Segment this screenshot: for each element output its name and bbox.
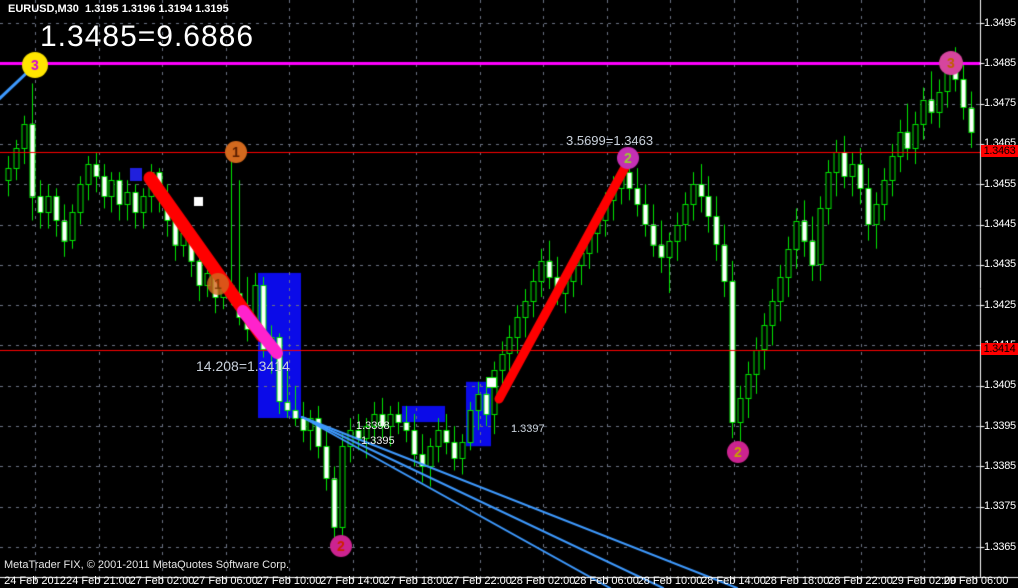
time-axis-label: 28 Feb 06:00 — [574, 575, 639, 587]
time-axis-label: 29 Feb 06:00 — [943, 575, 1009, 587]
time-axis-label: 27 Feb 10:00 — [256, 575, 322, 587]
price-axis-label: 1.3405 — [984, 379, 1016, 392]
price-axis-label: 1.3365 — [984, 540, 1016, 553]
time-axis-label: 27 Feb 18:00 — [383, 575, 449, 587]
time-axis-label: 28 Feb 18:00 — [764, 575, 830, 587]
time-axis-label: 27 Feb 02:00 — [129, 575, 195, 587]
price-axis-label: 1.3435 — [984, 258, 1016, 271]
time-axis-label: 27 Feb 14:00 — [320, 575, 385, 587]
price-axis-label: 1.3495 — [984, 16, 1016, 29]
chart-annotation: 3.5699=1.3463 — [566, 133, 654, 148]
chart-annotation: 14.208=1.3414 — [196, 358, 290, 374]
time-axis-label: 28 Feb 02:00 — [510, 575, 576, 587]
price-axis-label: 1.3385 — [984, 459, 1016, 472]
time-axis-label: 28 Feb 14:00 — [701, 575, 766, 587]
time-axis-label: 24 Feb 21:00 — [66, 575, 131, 587]
time-axis-label: 24 Feb 2012 — [4, 575, 66, 587]
time-axis-label: 29 Feb 02:00 — [891, 575, 957, 587]
time-axis-label: 27 Feb 06:00 — [193, 575, 258, 587]
price-axis-label: 1.3485 — [984, 56, 1016, 69]
time-axis-label: 27 Feb 22:00 — [447, 575, 512, 587]
price-axis-label: 1.3425 — [984, 298, 1016, 311]
chart-annotation: 1.3397 — [511, 423, 545, 435]
chart-annotation: 1.3398 — [356, 420, 390, 432]
price-axis-label: 1.3455 — [984, 177, 1016, 190]
copyright-text: MetaTrader FIX, © 2001-2011 MetaQuotes S… — [4, 559, 290, 571]
price-axis-label: 1.3395 — [984, 419, 1016, 432]
time-axis-label: 28 Feb 10:00 — [637, 575, 703, 587]
chart-annotation: 1.3395 — [361, 435, 395, 447]
price-axis-label: 1.3445 — [984, 218, 1016, 231]
price-axis-label: 1.3375 — [984, 500, 1016, 513]
chart-symbol-ohlc-line: EURUSD,M30 1.3195 1.3196 1.3194 1.3195 — [8, 3, 229, 15]
fibo-expansion-label: 1.3485=9.6886 — [40, 20, 255, 53]
price-axis-label: 1.3475 — [984, 97, 1016, 110]
price-tag: 1.3463 — [981, 144, 1018, 157]
price-tag: 1.3414 — [981, 342, 1018, 355]
time-axis-label: 28 Feb 22:00 — [828, 575, 893, 587]
